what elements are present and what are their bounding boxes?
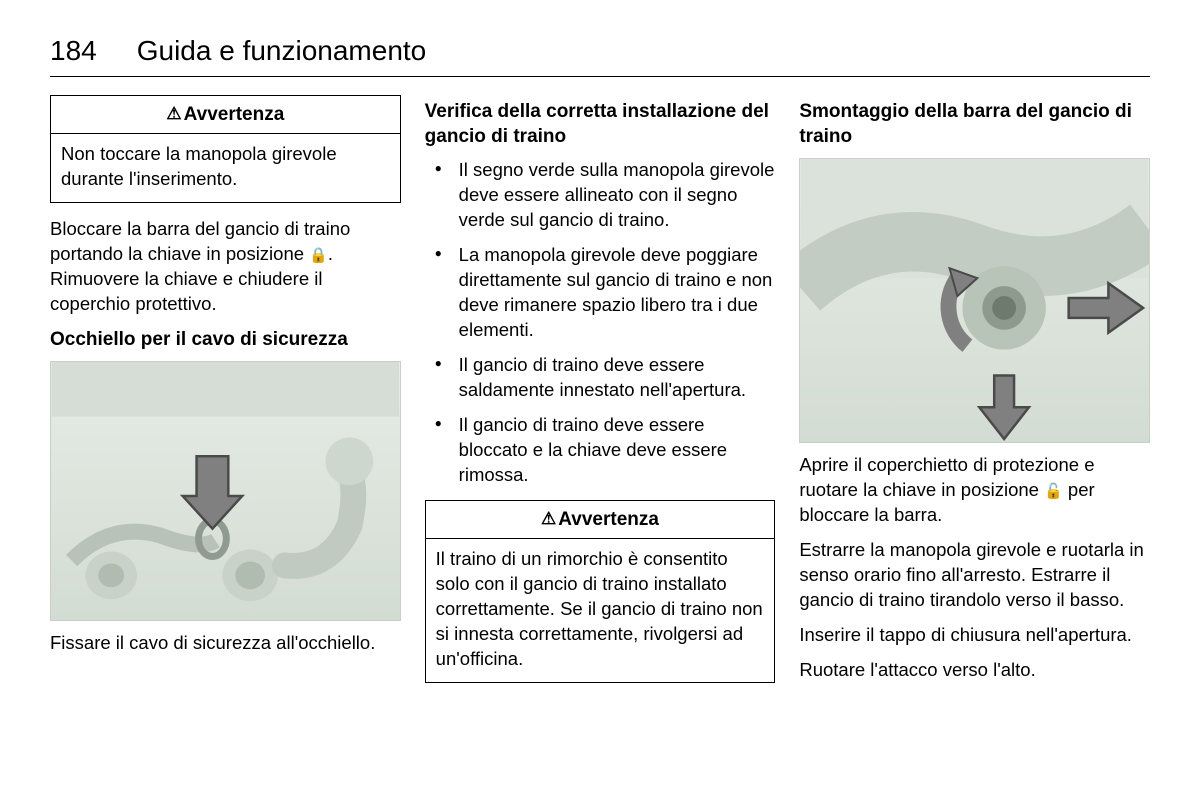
paragraph: Estrarre la manopola girevole e ruotarla…	[799, 538, 1150, 613]
warning-icon: ⚠	[541, 509, 556, 528]
warning-title: ⚠Avvertenza	[426, 501, 775, 540]
text-fragment: Bloccare la barra del gancio di traino p…	[50, 218, 350, 264]
checklist: Il segno verde sulla manopola girevole d…	[425, 158, 776, 488]
paragraph: Bloccare la barra del gancio di traino p…	[50, 217, 401, 317]
paragraph: Inserire il tappo di chiusura nell'apert…	[799, 623, 1150, 648]
illustration-knob-arrows	[800, 159, 1149, 442]
content-columns: ⚠Avvertenza Non toccare la manopola gire…	[50, 95, 1150, 697]
column-1: ⚠Avvertenza Non toccare la manopola gire…	[50, 95, 401, 697]
page-header: 184 Guida e funzionamento	[50, 32, 1150, 77]
warning-body: Il traino di un rimorchio è consentito s…	[426, 539, 775, 682]
column-2: Verifica della corretta installazione de…	[425, 95, 776, 697]
subheading-verify-install: Verifica della corretta installazione de…	[425, 99, 776, 150]
subheading-removal: Smontaggio della barra del gancio di tra…	[799, 99, 1150, 150]
checklist-item: Il segno verde sulla manopola girevole d…	[425, 158, 776, 233]
warning-icon: ⚠	[166, 104, 181, 123]
lock-open-icon: 🔓	[1044, 482, 1063, 502]
lock-closed-icon: 🔒	[309, 246, 328, 266]
page-number: 184	[50, 32, 97, 70]
paragraph: Aprire il coperchietto di protezione e r…	[799, 453, 1150, 528]
paragraph: Ruotare l'attacco verso l'alto.	[799, 658, 1150, 683]
checklist-item: La manopola girevole deve poggiare diret…	[425, 243, 776, 343]
figure-remove-towbar	[799, 158, 1150, 443]
checklist-item: Il gancio di traino deve essere saldamen…	[425, 353, 776, 403]
warning-body: Non toccare la manopola girevole durante…	[51, 134, 400, 202]
warning-label-text: Avvertenza	[184, 104, 285, 125]
chapter-title: Guida e funzionamento	[137, 32, 427, 70]
subheading-eyelet: Occhiello per il cavo di sicurezza	[50, 327, 401, 353]
warning-box-2: ⚠Avvertenza Il traino di un rimorchio è …	[425, 500, 776, 683]
figure-safety-cable-eyelet	[50, 361, 401, 621]
column-3: Smontaggio della barra del gancio di tra…	[799, 95, 1150, 697]
warning-title: ⚠Avvertenza	[51, 96, 400, 135]
illustration-tow-hook-eyelet	[51, 362, 400, 620]
figure-caption: Fissare il cavo di sicurezza all'occhiel…	[50, 631, 401, 656]
warning-box-1: ⚠Avvertenza Non toccare la manopola gire…	[50, 95, 401, 204]
warning-label-text: Avvertenza	[558, 509, 659, 530]
checklist-item: Il gancio di traino deve essere bloccato…	[425, 413, 776, 488]
